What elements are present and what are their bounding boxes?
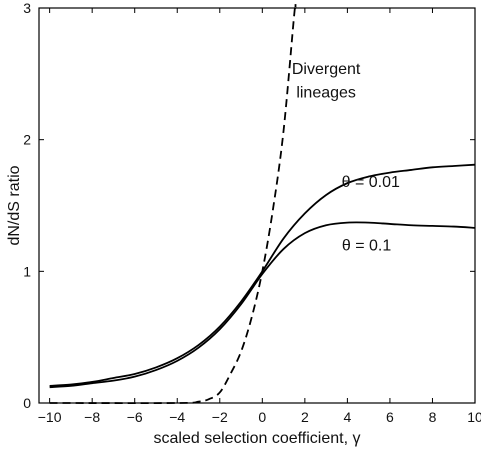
x-tick-label: −2 <box>212 409 228 425</box>
curves-layer <box>49 2 476 404</box>
x-tick-label: 4 <box>343 409 351 425</box>
y-tick-label: 2 <box>23 132 31 148</box>
y-tick-label: 1 <box>23 263 31 279</box>
annotation-label: θ = 0.1 <box>342 237 391 254</box>
annotation-label: Divergent <box>292 61 361 78</box>
x-tick-label: 10 <box>467 409 481 425</box>
x-axis-title: scaled selection coefficient, γ <box>154 430 361 447</box>
x-tick-label: 6 <box>386 409 394 425</box>
x-tick-label: 2 <box>301 409 309 425</box>
x-tick-label: −6 <box>127 409 143 425</box>
series-line-2 <box>49 2 297 404</box>
x-tick-label: 0 <box>258 409 266 425</box>
y-axis-title: dN/dS ratio <box>6 165 23 245</box>
annotations-layer: Divergent lineages θ = 0.01 θ = 0.1 <box>292 61 400 254</box>
x-tick-label: −8 <box>84 409 100 425</box>
x-tick-label: 8 <box>429 409 437 425</box>
x-tick-label: −4 <box>169 409 185 425</box>
x-tick-label: −10 <box>38 409 62 425</box>
annotation-label: lineages <box>296 85 356 102</box>
y-tick-label: 3 <box>23 0 31 16</box>
series-line-1 <box>49 221 476 389</box>
y-tick-label: 0 <box>23 395 31 411</box>
axis-ticks: −10 −8 −6 −4 −2 0 2 4 6 8 10 0 1 2 3 <box>23 0 481 425</box>
annotation-label: θ = 0.01 <box>342 174 400 191</box>
plot-frame <box>38 7 476 404</box>
